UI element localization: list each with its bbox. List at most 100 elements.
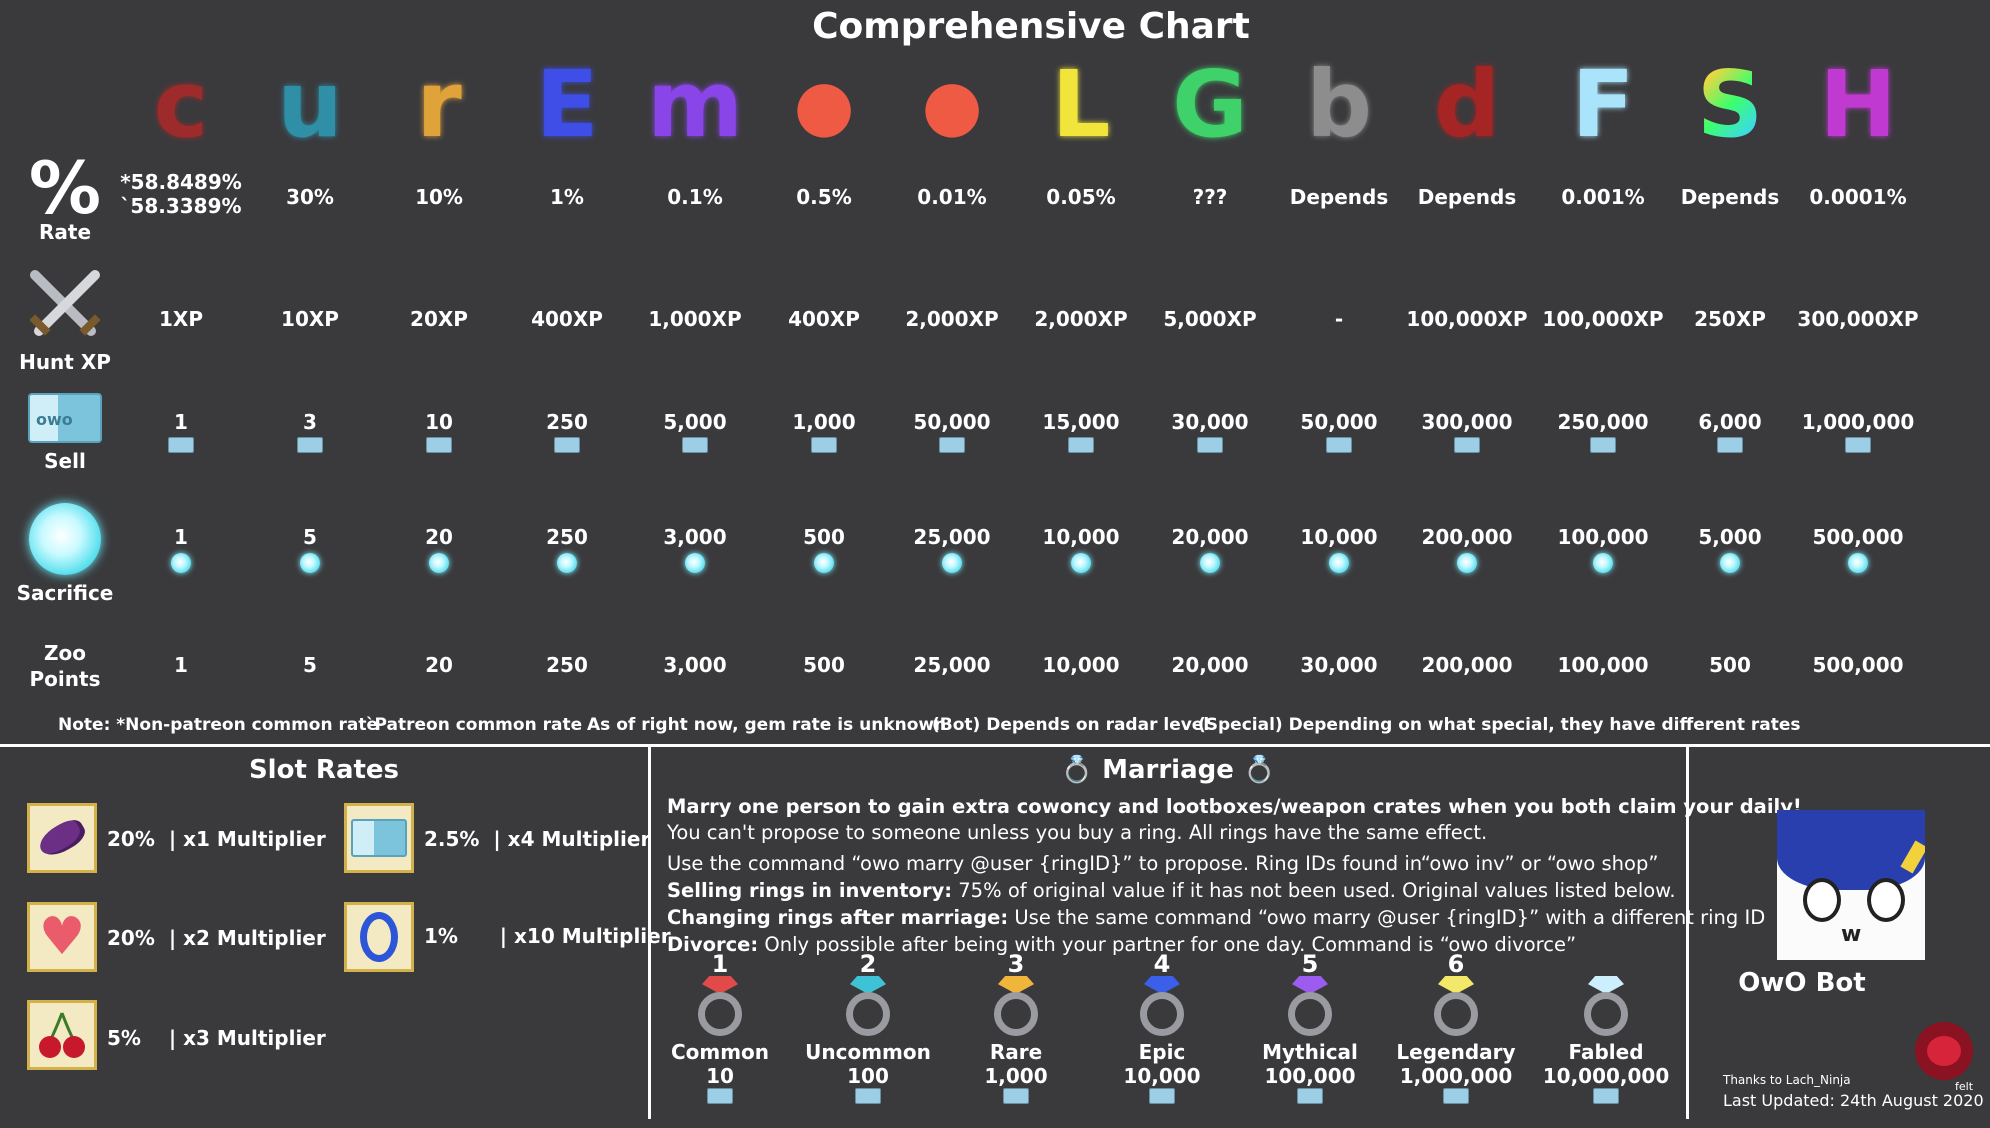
sacrifice-cell: 3,000 [630,525,760,578]
hunt-xp-cell: 1,000XP [648,307,742,331]
cowoncy-icon [426,437,452,453]
sell-cell: 30,000 [1145,410,1275,458]
sacrifice-cell: 250 [502,525,632,578]
zoo-points-cell: 30,000 [1300,653,1378,677]
ring-icon [986,976,1046,1040]
hunt-xp-cell: - [1334,307,1344,331]
rate-cell: Depends [1680,185,1780,209]
sell-cell: 10 [374,410,504,458]
hunt-xp-cell: 20XP [410,307,468,331]
sell-cell: 6,000 [1665,410,1795,458]
cowoncy-icon [1068,437,1094,453]
cowoncy-icon [1003,1088,1029,1104]
sacrifice-cell: 1 [116,525,246,578]
signature-avatar [1915,1022,1973,1080]
patreon-p-icon: ● [793,64,855,146]
sacrifice-cell: 20,000 [1145,525,1275,578]
hunt-xp-row-label: Hunt XP [0,265,130,374]
cherry-icon [27,1000,97,1070]
ring-item: 2 Uncommon 100 [793,952,943,1108]
slot-rates-title: Slot Rates [248,755,400,785]
o-ring-icon [344,902,414,972]
cpatreon-p-icon: ● [921,64,983,146]
ring-icon [1132,976,1192,1040]
cowoncy-icon [811,437,837,453]
essence-orb-icon [1071,553,1091,573]
sacrifice-cell: 500,000 [1793,525,1923,578]
percent-icon: % [28,146,102,230]
sacrifice-row-label: Sacrifice [0,503,130,605]
ring-item: 4 Epic 10,000 [1087,952,1237,1108]
sacrifice-cell: 500 [759,525,889,578]
marriage-divider [1686,747,1689,1119]
page-title: Comprehensive Chart [812,6,1250,47]
zoo-points-cell: 25,000 [913,653,991,677]
marriage-line: Changing rings after marriage: Use the s… [667,906,1766,929]
marriage-line: Marry one person to gain extra cowoncy a… [667,795,1802,818]
ring-icon [838,976,898,1040]
cowoncy-icon [1326,437,1352,453]
hidden-h-icon: H [1819,51,1897,158]
signature: felt [1955,1080,1974,1093]
zoo-points-cell: 1 [174,653,188,677]
zoo-points-cell: 500 [1709,653,1751,677]
sacrifice-cell: 5 [245,525,375,578]
zoo-points-cell: 250 [546,653,588,677]
special-s-icon: S [1675,50,1785,160]
cowoncy-icon [1593,1088,1619,1104]
heart-icon: ♥ [27,902,97,972]
distorted-d-icon: d [1434,51,1500,158]
ring-icon [1280,976,1340,1040]
cowoncy-slot-icon [344,803,414,873]
marriage-line: Use the command “owo marry @user {ringID… [667,852,1659,875]
rate-cell: 0.001% [1561,185,1645,209]
marriage-line: You can't propose to someone unless you … [667,821,1488,844]
essence-orb-icon [429,553,449,573]
hunt-xp-cell: 100,000XP [1542,307,1664,331]
eggplant-icon [27,803,97,873]
gem-g-icon: G [1172,51,1248,158]
zoo-points-cell: 5 [303,653,317,677]
hunt-xp-cell: 400XP [788,307,860,331]
essence-orb-icon [814,553,834,573]
epic-e-icon: E [535,51,599,158]
cowoncy-icon [297,437,323,453]
cowoncy-icon [1454,437,1480,453]
essence-orb-icon [1593,553,1613,573]
ring-item: 6 Legendary 1,000,000 [1381,952,1531,1108]
essence-orb-icon [1200,553,1220,573]
cowoncy-icon [939,437,965,453]
sell-cell: 50,000 [887,410,1017,458]
rate-cell: 10% [415,185,463,209]
rate-cell: 0.01% [917,185,987,209]
cowoncy-icon [1297,1088,1323,1104]
zoo-points-cell: 20 [425,653,453,677]
note-3: As of right now, gem rate is unknown [587,715,947,735]
sacrifice-cell: 10,000 [1274,525,1404,578]
cowoncy-icon [1443,1088,1469,1104]
cowoncy-icon [1845,437,1871,453]
marriage-line: Selling rings in inventory: 75% of origi… [667,879,1676,902]
marriage-title: 💍 Marriage 💍 [1060,755,1276,785]
hunt-xp-cell: 400XP [531,307,603,331]
ring-icon [1426,976,1486,1040]
zoo-points-cell: 10,000 [1042,653,1120,677]
cowoncy-icon [554,437,580,453]
hunt-xp-cell: 10XP [281,307,339,331]
fabled-f-icon: F [1571,51,1635,158]
rate-cell: 0.5% [796,185,852,209]
thanks-text: Thanks to Lach_Ninja [1723,1073,1851,1087]
ring-icon: 💍 [1242,755,1276,785]
essence-orb-icon [29,503,101,575]
zoo-points-cell: 500 [803,653,845,677]
cowoncy-icon [855,1088,881,1104]
sell-cell: 15,000 [1016,410,1146,458]
essence-orb-icon [171,553,191,573]
sacrifice-cell: 25,000 [887,525,1017,578]
cowoncy-icon [168,437,194,453]
rate-cell: 30% [286,185,334,209]
zoo-points-cell: 100,000 [1557,653,1649,677]
essence-orb-icon [1848,553,1868,573]
sell-cell: 50,000 [1274,410,1404,458]
legendary-l-icon: L [1051,51,1111,158]
